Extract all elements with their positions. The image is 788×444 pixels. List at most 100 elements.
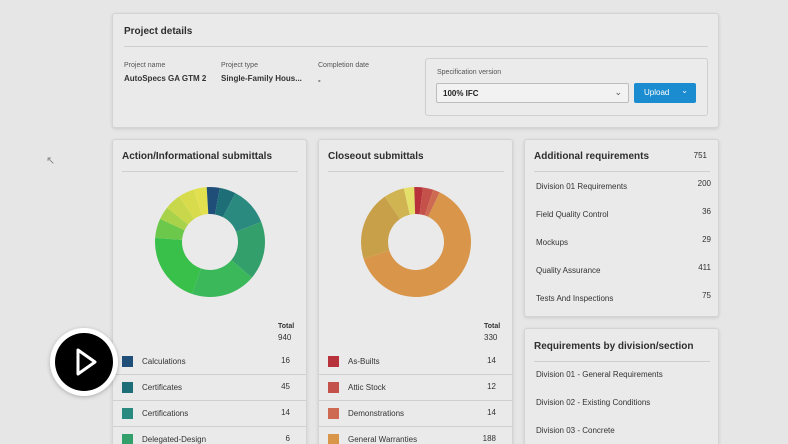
- divider: [124, 46, 708, 47]
- donut-segment[interactable]: [214, 187, 236, 218]
- list-item-name: Division 01 Requirements: [536, 182, 628, 191]
- legend-item[interactable]: General Warranties 188: [319, 427, 512, 444]
- chevron-down-icon: ⌄: [614, 87, 622, 97]
- additional-requirements-card: Additional requirements 751 Division 01 …: [524, 139, 719, 317]
- legend-item[interactable]: Certifications 14: [113, 401, 306, 427]
- legend-value: 45: [281, 382, 290, 391]
- donut-segment[interactable]: [403, 187, 416, 215]
- legend-swatch: [328, 434, 339, 444]
- legend-name: Certifications: [142, 409, 189, 418]
- total-label: Total: [484, 323, 501, 330]
- donut-segment[interactable]: [155, 237, 201, 295]
- donut-segment[interactable]: [166, 196, 195, 225]
- legend-item[interactable]: Demonstrations 14: [319, 401, 512, 427]
- divider: [534, 361, 710, 362]
- legend-name: Attic Stock: [348, 383, 386, 392]
- list-item-value: 29: [702, 235, 711, 244]
- play-button[interactable]: [50, 328, 118, 396]
- specification-version-panel: Specification version 100% IFC ⌄ Upload …: [425, 58, 708, 116]
- donut-segment[interactable]: [155, 218, 185, 240]
- donut-segment[interactable]: [206, 187, 210, 215]
- donut-segment[interactable]: [193, 187, 209, 216]
- divider: [328, 171, 504, 172]
- project-type-value: Single-Family Hous...: [221, 74, 302, 83]
- specification-version-label: Specification version: [437, 69, 502, 76]
- list-item-name: Field Quality Control: [536, 210, 609, 219]
- legend-value: 6: [285, 434, 290, 443]
- donut-segment[interactable]: [416, 187, 423, 215]
- legend-swatch: [122, 434, 133, 444]
- legend-item[interactable]: Calculations 16: [113, 349, 306, 375]
- legend-item[interactable]: As-Builts 14: [319, 349, 512, 375]
- legend-value: 16: [281, 356, 290, 365]
- project-name-value: AutoSpecs GA GTM 2: [124, 74, 207, 83]
- upload-button[interactable]: Upload ⌄: [634, 83, 696, 103]
- donut-segment[interactable]: [384, 188, 410, 219]
- cursor-icon: ↖: [46, 155, 56, 167]
- list-item-value: 75: [702, 291, 711, 300]
- list-item-name: Mockups: [536, 238, 569, 247]
- legend-swatch: [122, 408, 133, 419]
- additional-requirements-title: Additional requirements: [534, 151, 650, 162]
- legend-name: Certificates: [142, 383, 183, 392]
- additional-requirements-total: 751: [693, 151, 707, 160]
- chevron-down-icon[interactable]: ⌄: [681, 86, 688, 95]
- project-type-label: Project type: [221, 62, 258, 69]
- donut-segment[interactable]: [361, 196, 401, 259]
- action-submittals-donut: [155, 187, 265, 297]
- legend-swatch: [328, 356, 339, 367]
- list-item-name: Division 01 - General Requirements: [536, 370, 663, 379]
- legend-value: 14: [487, 408, 496, 417]
- donut-segment[interactable]: [210, 187, 220, 215]
- action-submittals-title: Action/Informational submittals: [122, 151, 273, 162]
- donut-segment[interactable]: [222, 193, 262, 232]
- upload-label: Upload: [644, 88, 670, 97]
- specification-version-select[interactable]: 100% IFC ⌄: [436, 83, 629, 103]
- closeout-submittals-donut: [361, 187, 471, 297]
- total-value: 940: [278, 333, 292, 342]
- list-item-value: 200: [697, 179, 711, 188]
- legend-value: 14: [281, 408, 290, 417]
- donut-segment[interactable]: [179, 189, 202, 219]
- legend-swatch: [122, 356, 133, 367]
- divider: [534, 171, 710, 172]
- legend-name: As-Builts: [348, 357, 380, 366]
- requirements-by-division-title: Requirements by division/section: [534, 341, 694, 352]
- action-submittals-card: Action/Informational submittals Total 94…: [112, 139, 307, 444]
- donut-segment[interactable]: [424, 189, 440, 217]
- legend-value: 14: [487, 356, 496, 365]
- completion-date-label: Completion date: [318, 62, 369, 69]
- closeout-submittals-card: Closeout submittals Total 330 As-Builts …: [318, 139, 513, 444]
- donut-segment[interactable]: [363, 192, 471, 297]
- donut-segment[interactable]: [414, 187, 416, 215]
- total-label: Total: [278, 323, 295, 330]
- legend-value: 188: [482, 434, 496, 443]
- legend-name: Delegated-Design: [142, 435, 207, 444]
- donut-segment[interactable]: [231, 221, 265, 278]
- divider: [122, 171, 298, 172]
- donut-segment[interactable]: [192, 260, 252, 297]
- legend-item[interactable]: Delegated-Design 6: [113, 427, 306, 444]
- list-item-value: 411: [698, 263, 711, 272]
- legend-name: General Warranties: [348, 435, 418, 444]
- legend-value: 12: [487, 382, 496, 391]
- legend-item[interactable]: Attic Stock 12: [319, 375, 512, 401]
- legend-item[interactable]: Certificates 45: [113, 375, 306, 401]
- project-name-label: Project name: [124, 62, 166, 69]
- play-button-inner: [55, 333, 113, 391]
- specification-version-value: 100% IFC: [443, 89, 479, 98]
- list-item-name: Division 03 - Concrete: [536, 426, 615, 435]
- list-item-value: 36: [702, 207, 711, 216]
- project-details-card: Project details Project name AutoSpecs G…: [112, 13, 719, 128]
- donut-segment[interactable]: [419, 187, 434, 216]
- legend-name: Demonstrations: [348, 409, 405, 418]
- donut-segment[interactable]: [160, 207, 189, 231]
- legend-swatch: [328, 382, 339, 393]
- list-item-name: Division 02 - Existing Conditions: [536, 398, 651, 407]
- completion-date-value: -: [318, 76, 321, 85]
- project-details-title: Project details: [124, 26, 193, 37]
- legend-swatch: [122, 382, 133, 393]
- list-item-name: Quality Assurance: [536, 266, 601, 275]
- requirements-by-division-card: Requirements by division/section Divisio…: [524, 328, 719, 444]
- legend-name: Calculations: [142, 357, 186, 366]
